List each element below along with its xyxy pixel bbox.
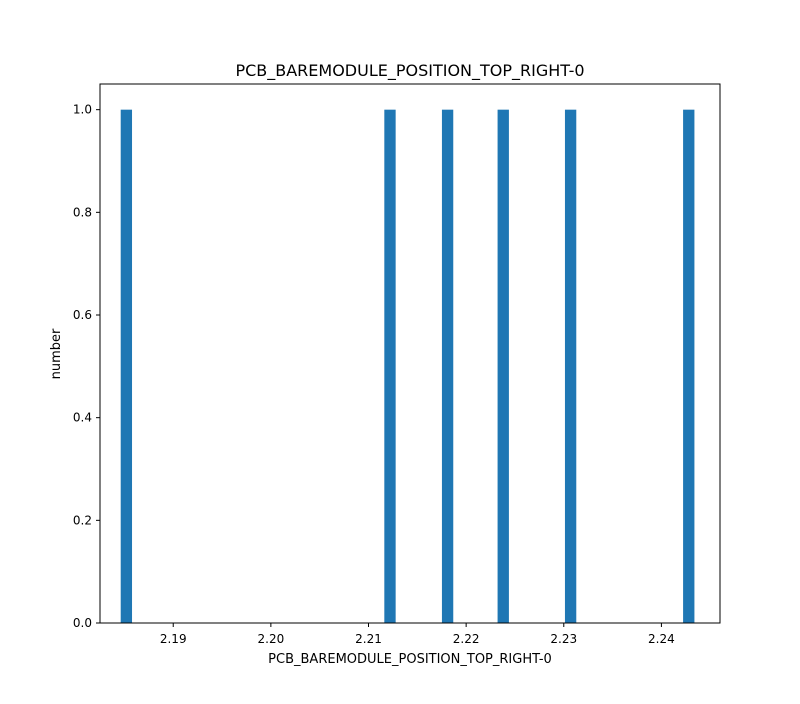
- y-tick-label-1: 0.0: [73, 616, 92, 630]
- y-tick-label-4: 0.6: [73, 308, 92, 322]
- x-axis-label: PCB_BAREMODULE_POSITION_TOP_RIGHT-0: [268, 652, 552, 667]
- x-tick-label-2: 2.20: [258, 632, 285, 646]
- chart-title: PCB_BAREMODULE_POSITION_TOP_RIGHT-0: [235, 61, 584, 81]
- y-tick-label-6: 1.0: [73, 103, 92, 117]
- histogram-bar-1: [120, 109, 133, 624]
- histogram-bar-2: [384, 109, 396, 624]
- x-tick-label-4: 2.22: [453, 632, 480, 646]
- y-tick-label-5: 0.8: [73, 205, 92, 219]
- plot-frame: [99, 83, 721, 624]
- y-tick-label-2: 0.2: [73, 513, 92, 527]
- histogram-bar-6: [683, 109, 695, 624]
- x-tick-label-5: 2.23: [550, 632, 577, 646]
- y-tick-label-3: 0.4: [73, 411, 92, 425]
- histogram-bar-4: [497, 109, 509, 624]
- x-axis-ticks: 2.19 2.20 2.21 2.22 2.23 2.24: [160, 623, 675, 646]
- histogram-bar-5: [564, 109, 577, 624]
- x-tick-label-1: 2.19: [160, 632, 187, 646]
- y-axis-label: number: [49, 328, 64, 379]
- x-tick-label-3: 2.21: [355, 632, 382, 646]
- y-axis-ticks: 0.0 0.2 0.4 0.6 0.8 1.0: [73, 103, 100, 630]
- histogram-bar-3: [441, 109, 454, 624]
- x-tick-label-6: 2.24: [648, 632, 675, 646]
- bars-group: [120, 109, 695, 624]
